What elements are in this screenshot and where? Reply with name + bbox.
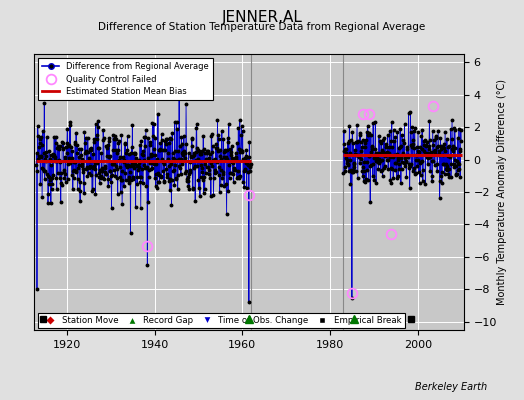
Text: Difference of Station Temperature Data from Regional Average: Difference of Station Temperature Data f… — [99, 22, 425, 32]
Y-axis label: Monthly Temperature Anomaly Difference (°C): Monthly Temperature Anomaly Difference (… — [497, 79, 507, 305]
Text: JENNER,AL: JENNER,AL — [222, 10, 302, 25]
Legend: Station Move, Record Gap, Time of Obs. Change, Empirical Break: Station Move, Record Gap, Time of Obs. C… — [38, 312, 405, 328]
Text: Berkeley Earth: Berkeley Earth — [415, 382, 487, 392]
